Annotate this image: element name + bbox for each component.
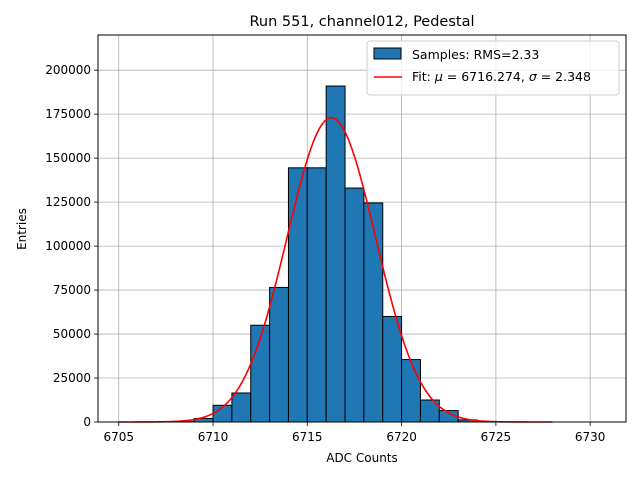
y-tick-label: 150000 xyxy=(45,151,91,165)
histogram-bar xyxy=(325,85,346,423)
chart-title: Run 551, channel012, Pedestal xyxy=(249,14,474,30)
y-tick-label: 100000 xyxy=(45,239,91,253)
y-tick-label: 175000 xyxy=(45,107,91,121)
x-axis-label: ADC Counts xyxy=(326,451,398,465)
y-tick-label: 50000 xyxy=(53,327,91,341)
x-tick-label: 6720 xyxy=(386,430,417,444)
x-axis-ticks: 6705 6710 6715 6720 6725 6730 xyxy=(103,422,605,444)
legend-fit-prefix: Fit: xyxy=(412,69,435,84)
legend-fit-sigma-symbol: σ xyxy=(529,69,538,84)
y-tick-label: 0 xyxy=(83,415,91,429)
legend-fit-mu-value: = 6716.274, xyxy=(443,69,529,84)
x-tick-label: 6730 xyxy=(575,430,606,444)
legend-histogram-label: Samples: RMS=2.33 xyxy=(412,47,539,62)
histogram-bar xyxy=(363,202,384,423)
histogram-bar xyxy=(287,167,308,423)
histogram-bar xyxy=(401,359,421,423)
y-tick-label: 25000 xyxy=(53,371,91,385)
legend-fit-sigma-value: = 2.348 xyxy=(537,69,591,84)
x-tick-label: 6725 xyxy=(481,430,512,444)
histogram-bar xyxy=(382,315,403,423)
plot-area-frame xyxy=(97,34,627,423)
histogram-bar xyxy=(231,392,252,423)
x-tick-label: 6715 xyxy=(292,430,323,444)
legend: Samples: RMS=2.33 Fit: μ = 6716.274, σ =… xyxy=(366,40,620,96)
x-tick-label: 6705 xyxy=(103,430,134,444)
histogram-bar xyxy=(344,187,365,423)
histogram-bar xyxy=(306,167,327,423)
legend-histogram-swatch xyxy=(373,47,402,60)
y-tick-label: 200000 xyxy=(45,63,91,77)
y-axis-label: Entries xyxy=(15,208,29,250)
fit-curve xyxy=(118,116,553,423)
histogram-bars xyxy=(174,85,497,423)
x-tick-label: 6710 xyxy=(198,430,229,444)
y-tick-label: 125000 xyxy=(45,195,91,209)
legend-fit-mu-symbol: μ xyxy=(434,69,443,84)
legend-fit-label: Fit: μ = 6716.274, σ = 2.348 xyxy=(412,69,591,84)
y-axis-ticks: 0 25000 50000 75000 100000 125000 150000 175000… xyxy=(45,63,98,429)
y-tick-label: 75000 xyxy=(53,283,91,297)
legend-box xyxy=(366,40,620,96)
histogram-bar xyxy=(269,286,289,423)
